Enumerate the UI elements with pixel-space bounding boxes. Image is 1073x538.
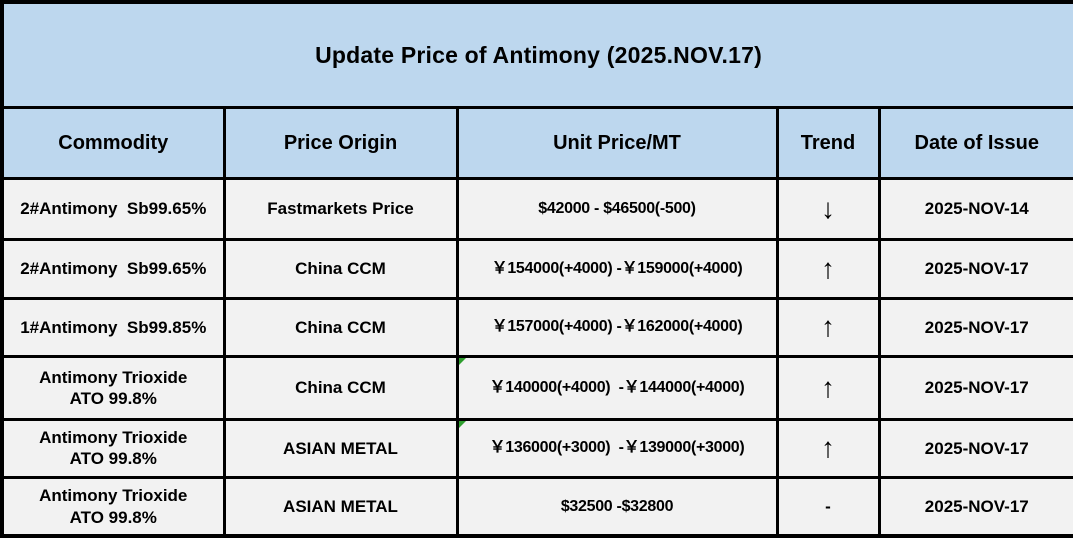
date-of-issue-cell: 2025-NOV-17 [877,238,1073,300]
unit-price-cell: ￥136000(+3000) -￥139000(+3000) [455,417,779,480]
unit-price-cell: ￥154000(+4000) -￥159000(+4000) [455,238,779,300]
trend-up-arrow-icon: ↑ [775,238,881,300]
table-row: 2#Antimony Sb99.65% China CCM ￥154000(+4… [0,238,1073,300]
commodity-cell: 1#Antimony Sb99.85% [0,296,226,359]
trend-up-arrow-icon: ↑ [775,296,881,359]
cell-error-flag-triangle [460,422,466,428]
price-origin-cell: China CCM [222,296,459,359]
date-of-issue-cell: 2025-NOV-17 [877,417,1073,480]
unit-price-text: ￥140000(+4000) -￥144000(+4000) [489,378,745,396]
commodity-cell: 2#Antimony Sb99.65% [0,238,226,300]
column-header-price-origin: Price Origin [222,106,459,180]
table-row: 2#Antimony Sb99.65% Fastmarkets Price $4… [0,176,1073,242]
unit-price-cell: $42000 - $46500(-500) [455,176,779,242]
price-origin-cell: ASIAN METAL [222,476,459,538]
table-row: Antimony Trioxide ATO 99.8% China CCM ￥1… [0,355,1073,421]
column-header-commodity: Commodity [0,106,226,180]
commodity-cell: Antimony Trioxide ATO 99.8% [0,476,226,538]
table-row: Antimony Trioxide ATO 99.8% ASIAN METAL … [0,476,1073,538]
date-of-issue-cell: 2025-NOV-17 [877,476,1073,538]
column-header-trend: Trend [775,106,881,180]
unit-price-cell: ￥157000(+4000) -￥162000(+4000) [455,296,779,359]
date-of-issue-cell: 2025-NOV-17 [877,296,1073,359]
price-origin-cell: China CCM [222,238,459,300]
unit-price-text: ￥136000(+3000) -￥139000(+3000) [489,439,745,457]
trend-up-arrow-icon: ↑ [775,417,881,480]
date-of-issue-cell: 2025-NOV-17 [877,355,1073,421]
commodity-cell: 2#Antimony Sb99.65% [0,176,226,242]
price-origin-cell: ASIAN METAL [222,417,459,480]
cell-error-flag-triangle [460,359,466,366]
commodity-cell: Antimony Trioxide ATO 99.8% [0,355,226,421]
trend-down-arrow-icon: ↓ [775,176,881,242]
price-origin-cell: Fastmarkets Price [222,176,459,242]
column-header-date-of-issue: Date of Issue [877,106,1073,180]
commodity-cell: Antimony Trioxide ATO 99.8% [0,417,226,480]
price-origin-cell: China CCM [222,355,459,421]
trend-up-arrow-icon: ↑ [775,355,881,421]
date-of-issue-cell: 2025-NOV-14 [877,176,1073,242]
table-row: 1#Antimony Sb99.85% China CCM ￥157000(+4… [0,296,1073,359]
unit-price-cell: ￥140000(+4000) -￥144000(+4000) [455,355,779,421]
table-title: Update Price of Antimony (2025.NOV.17) [0,0,1073,110]
trend-no-change-dash: - [775,476,881,538]
table-row: Antimony Trioxide ATO 99.8% ASIAN METAL … [0,417,1073,480]
unit-price-cell: $32500 -$32800 [455,476,779,538]
column-header-unit-price: Unit Price/MT [455,106,779,180]
